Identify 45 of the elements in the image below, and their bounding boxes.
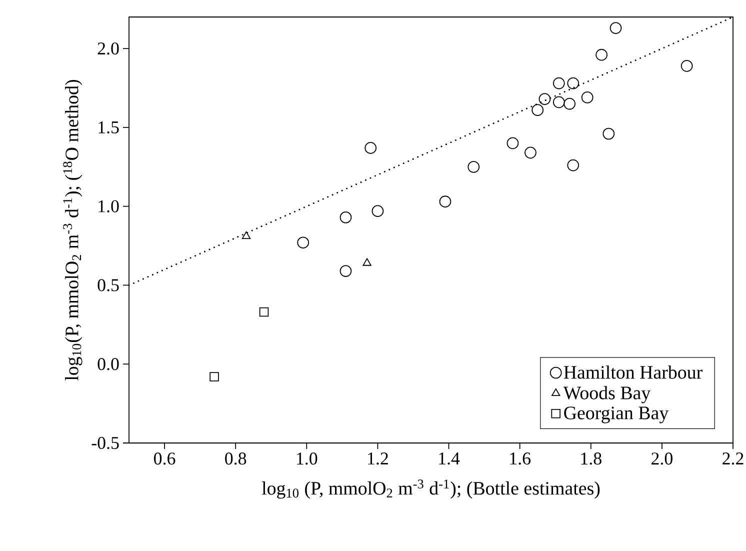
point	[340, 265, 352, 277]
point	[297, 236, 310, 249]
point	[210, 372, 219, 382]
point	[602, 128, 615, 140]
point	[552, 96, 565, 108]
point	[506, 137, 519, 150]
point	[524, 146, 536, 159]
point	[532, 104, 544, 116]
point	[680, 60, 693, 72]
point	[567, 77, 580, 90]
point	[439, 196, 452, 208]
y-tick-label: 2.0	[98, 42, 119, 55]
point	[538, 93, 551, 105]
y-tick-label: 1.5	[98, 121, 119, 134]
x-tick-label: 1.0	[297, 452, 318, 465]
point	[468, 160, 480, 173]
point	[610, 22, 622, 34]
legend-label: Georgian Bay	[564, 406, 669, 424]
point	[372, 205, 384, 217]
point	[259, 307, 269, 317]
x-tick-label: 1.4	[439, 452, 460, 465]
x-tick-label: 0.6	[154, 452, 176, 465]
point	[596, 48, 608, 61]
point	[362, 258, 372, 266]
y-tick-label: 0.0	[98, 358, 119, 370]
x-tick-label: 1.6	[510, 452, 531, 465]
x-tick-label: 1.8	[581, 452, 602, 465]
x-tick-label: 2.0	[652, 452, 672, 465]
x-tick-label: 1.2	[368, 452, 388, 465]
point	[581, 92, 594, 104]
point	[552, 77, 565, 90]
text: log$_{10}$ (P, mmolO$_{2}$ m$^{-3}$ d$^{-1}$); (Bottle estimates)	[262, 480, 600, 499]
y-tick-label: 0.5	[98, 279, 119, 292]
text: log$_{10}$(P, mmolO$_{2}$ m$^{-3}$ d$^{-1}$); ($^{18}$O method)	[63, 80, 82, 380]
point	[567, 159, 580, 172]
point	[340, 211, 352, 224]
legend-label: Woods Bay	[563, 386, 651, 404]
y-tick-label: -0.5	[92, 436, 119, 450]
point	[564, 98, 576, 110]
x-tick-label: 2.2	[722, 452, 744, 465]
y-tick-label: 1.0	[98, 200, 119, 212]
point	[242, 231, 251, 239]
legend-label: Hamilton Harbour	[564, 365, 702, 379]
x-tick-label: 0.8	[225, 452, 246, 465]
point	[364, 142, 377, 154]
